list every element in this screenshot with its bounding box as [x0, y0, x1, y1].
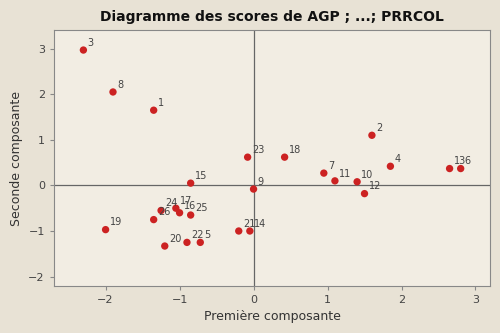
- Text: 5: 5: [204, 230, 210, 240]
- Point: [320, 170, 328, 176]
- Text: 9: 9: [258, 177, 264, 187]
- Text: 18: 18: [289, 145, 301, 155]
- Point: [150, 217, 158, 222]
- Text: 15: 15: [195, 171, 207, 181]
- Text: 4: 4: [394, 154, 400, 164]
- Text: 7: 7: [328, 161, 334, 171]
- Point: [102, 227, 110, 232]
- Text: 6: 6: [465, 157, 471, 166]
- Point: [109, 89, 117, 95]
- Text: 20: 20: [169, 234, 181, 244]
- Text: 25: 25: [195, 203, 207, 213]
- Point: [150, 108, 158, 113]
- Text: 3: 3: [88, 38, 94, 48]
- Point: [250, 186, 258, 192]
- Point: [331, 178, 339, 183]
- Point: [246, 228, 254, 234]
- Point: [280, 155, 288, 160]
- Text: 21: 21: [243, 219, 256, 229]
- Title: Diagramme des scores de AGP ; ...; PRRCOL: Diagramme des scores de AGP ; ...; PRRCO…: [100, 10, 444, 24]
- Text: 24: 24: [165, 198, 177, 208]
- Text: 1: 1: [158, 98, 164, 108]
- Text: 22: 22: [191, 230, 203, 240]
- Text: 17: 17: [180, 196, 192, 206]
- Point: [186, 212, 194, 218]
- Point: [157, 208, 165, 213]
- Text: 19: 19: [110, 217, 122, 227]
- X-axis label: Première composante: Première composante: [204, 310, 340, 323]
- Point: [244, 155, 252, 160]
- Point: [80, 47, 88, 53]
- Point: [235, 228, 243, 234]
- Text: 11: 11: [339, 169, 351, 179]
- Point: [353, 179, 361, 184]
- Point: [186, 180, 194, 186]
- Point: [456, 166, 464, 171]
- Text: 2: 2: [376, 123, 382, 133]
- Point: [386, 164, 394, 169]
- Point: [446, 166, 454, 171]
- Point: [172, 205, 180, 211]
- Text: 12: 12: [368, 181, 381, 191]
- Point: [368, 133, 376, 138]
- Text: 8: 8: [117, 80, 123, 90]
- Y-axis label: Seconde composante: Seconde composante: [10, 91, 22, 225]
- Text: 14: 14: [254, 219, 266, 229]
- Point: [360, 191, 368, 196]
- Point: [176, 210, 184, 215]
- Point: [161, 243, 169, 249]
- Point: [196, 240, 204, 245]
- Text: 26: 26: [158, 207, 170, 217]
- Text: 13: 13: [454, 157, 466, 166]
- Text: 10: 10: [362, 169, 374, 179]
- Text: 23: 23: [252, 145, 264, 155]
- Point: [183, 240, 191, 245]
- Text: 16: 16: [184, 200, 196, 210]
